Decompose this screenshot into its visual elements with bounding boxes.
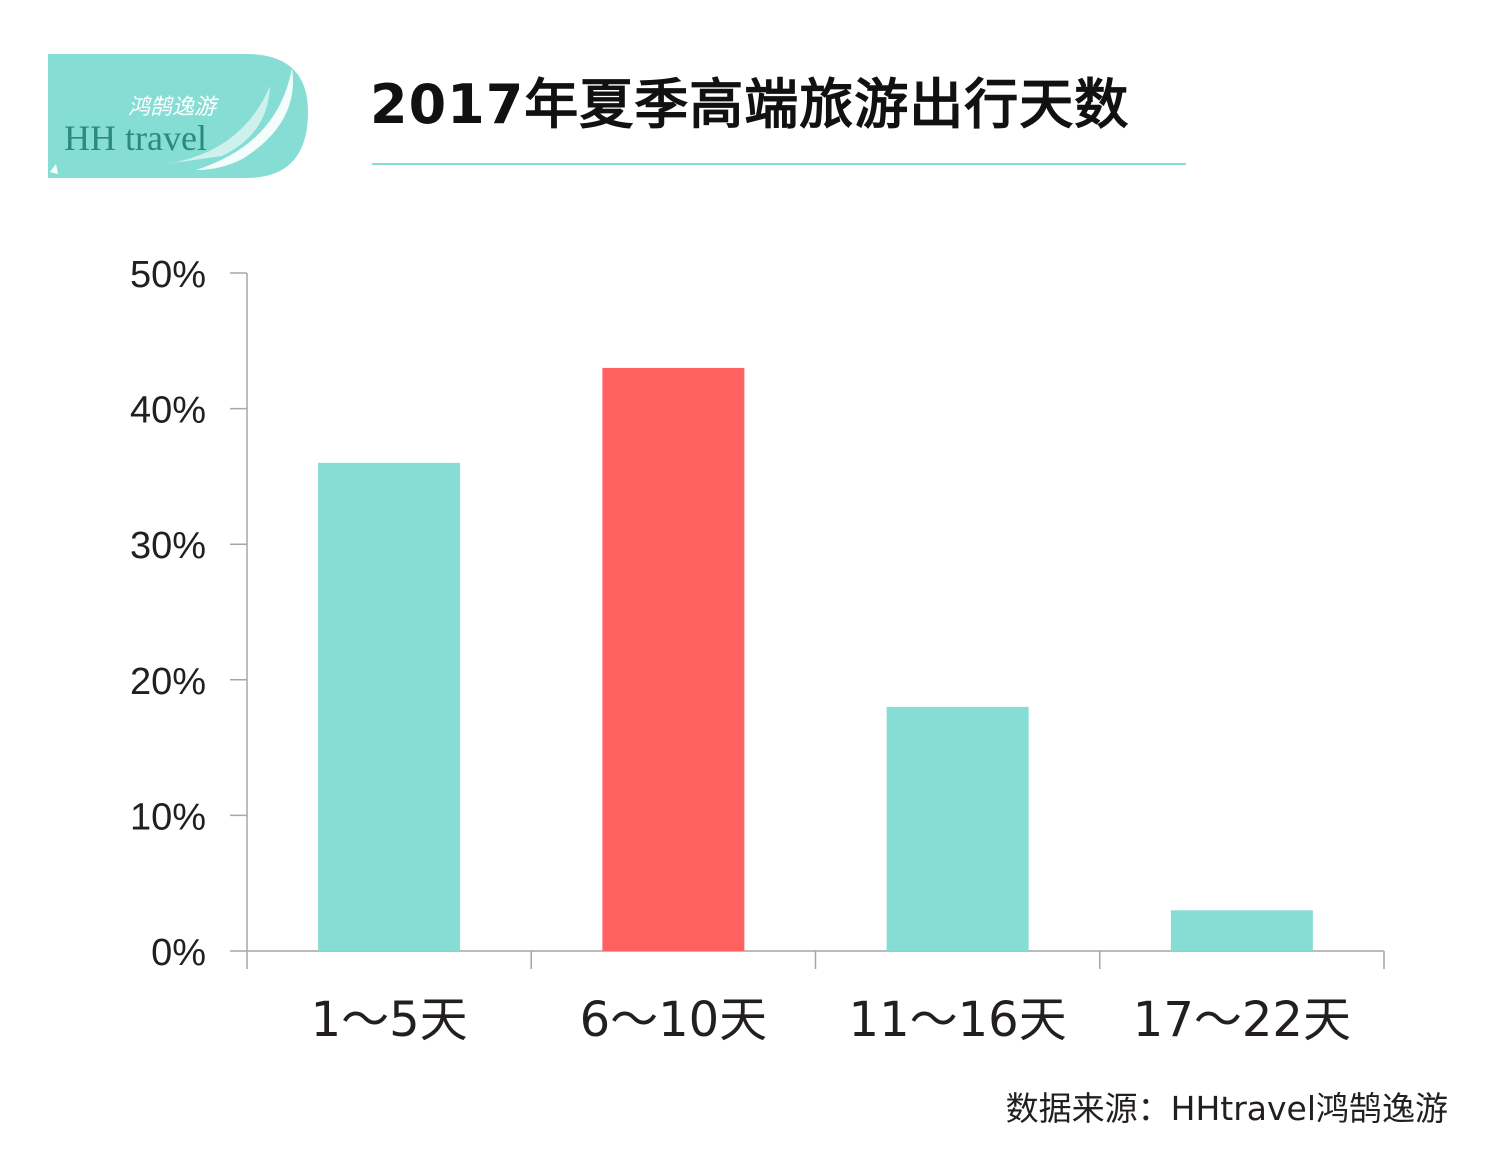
- data-source-note: 数据来源：HHtravel鸿鹄逸游: [1005, 1089, 1448, 1128]
- bar-4: [1170, 910, 1313, 951]
- x-category-label: 6～10天: [580, 992, 768, 1048]
- logo-text-cn: 鸿鹄逸游: [128, 95, 220, 120]
- bar-3: [886, 706, 1029, 951]
- bar-2: [602, 367, 745, 951]
- title-underline: [372, 163, 1186, 165]
- y-tick-label: 50%: [130, 254, 206, 296]
- hhtravel-logo: 鸿鹄逸游 HH travel: [46, 52, 310, 180]
- bar-1: [318, 462, 461, 951]
- y-tick-label: 0%: [151, 932, 206, 974]
- chart-labels: 0% 10% 20% 30% 40% 50% 1～5天 6～10天 11～16天 17～22天: [130, 254, 1351, 1048]
- logo-text-en: HH travel: [64, 118, 207, 158]
- chart-title: 2017年夏季高端旅游出行天数: [370, 73, 1130, 136]
- chart-bars: [318, 367, 1313, 951]
- y-tick-label: 10%: [130, 796, 206, 838]
- x-category-label: 11～16天: [849, 992, 1067, 1048]
- y-tick-label: 30%: [130, 525, 206, 567]
- x-category-label: 17～22天: [1133, 992, 1351, 1048]
- x-category-label: 1～5天: [311, 992, 468, 1048]
- y-tick-label: 20%: [130, 661, 206, 703]
- y-tick-label: 40%: [130, 390, 206, 432]
